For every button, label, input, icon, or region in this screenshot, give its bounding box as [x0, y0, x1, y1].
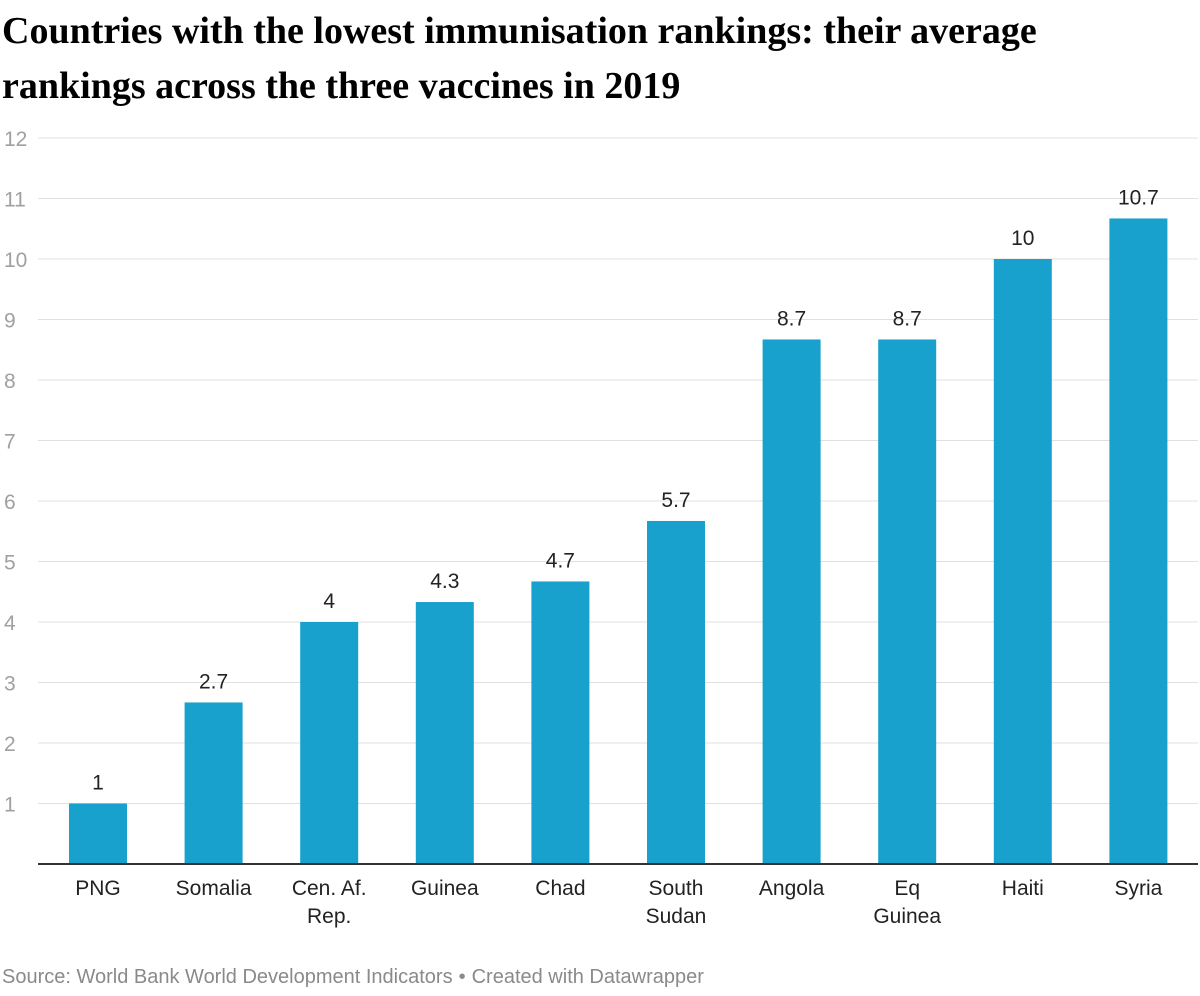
bar — [415, 602, 474, 864]
y-tick-label: 10 — [4, 249, 27, 272]
y-tick-label: 12 — [4, 128, 27, 151]
value-label: 10 — [1011, 227, 1034, 250]
bar — [993, 259, 1052, 864]
y-tick-label: 7 — [4, 431, 16, 454]
category-label: Angola — [759, 877, 825, 900]
value-label: 2.7 — [199, 670, 228, 693]
y-tick-label: 9 — [4, 310, 16, 333]
source-credit: Created with Datawrapper — [471, 966, 704, 988]
value-label: 4.3 — [430, 570, 459, 593]
source-note: Source: World Bank World Development Ind… — [2, 966, 704, 989]
y-tick-label: 1 — [4, 794, 16, 817]
y-tick-label: 5 — [4, 552, 16, 575]
bar — [69, 803, 127, 864]
source-text: Source: World Bank World Development Ind… — [2, 966, 453, 988]
category-label: Syria — [1114, 877, 1162, 900]
bar — [300, 622, 359, 864]
value-label: 4.7 — [546, 549, 575, 572]
y-tick-label: 2 — [4, 733, 16, 756]
bar — [531, 581, 590, 864]
source-separator: • — [458, 966, 466, 988]
chart-title: Countries with the lowest immunisation r… — [2, 10, 1037, 107]
category-label: Eq Guinea — [873, 877, 941, 928]
y-tick-label: 6 — [4, 491, 16, 514]
category-label: Haiti — [1002, 877, 1044, 900]
category-label: PNG — [75, 877, 121, 900]
y-tick-label: 3 — [4, 673, 16, 696]
value-label: 8.7 — [893, 307, 922, 330]
bar — [1109, 218, 1168, 865]
category-label: Chad — [535, 877, 585, 900]
bar — [878, 339, 937, 865]
category-label: Cen. Af. Rep. — [292, 877, 367, 928]
category-label: South Sudan — [646, 877, 707, 928]
bar — [647, 520, 705, 864]
bar — [184, 702, 243, 864]
y-tick-label: 8 — [4, 370, 16, 393]
value-labels: 1 2.7 4 4.3 4.7 5.7 8.7 8.7 10 10.7 — [92, 186, 1159, 794]
category-label: Somalia — [176, 877, 252, 900]
value-label: 8.7 — [777, 307, 806, 330]
value-label: 5.7 — [661, 489, 690, 512]
bar — [762, 339, 821, 865]
value-label: 4 — [323, 590, 335, 613]
value-label: 1 — [92, 772, 104, 795]
value-label: 10.7 — [1118, 186, 1159, 209]
bars — [69, 218, 1168, 865]
y-tick-label: 11 — [4, 189, 26, 212]
category-labels: PNG Somalia Cen. Af. Rep. Guinea Chad South Sud… — [75, 877, 1162, 928]
y-tick-label: 4 — [4, 612, 16, 635]
category-label: Guinea — [411, 877, 479, 900]
